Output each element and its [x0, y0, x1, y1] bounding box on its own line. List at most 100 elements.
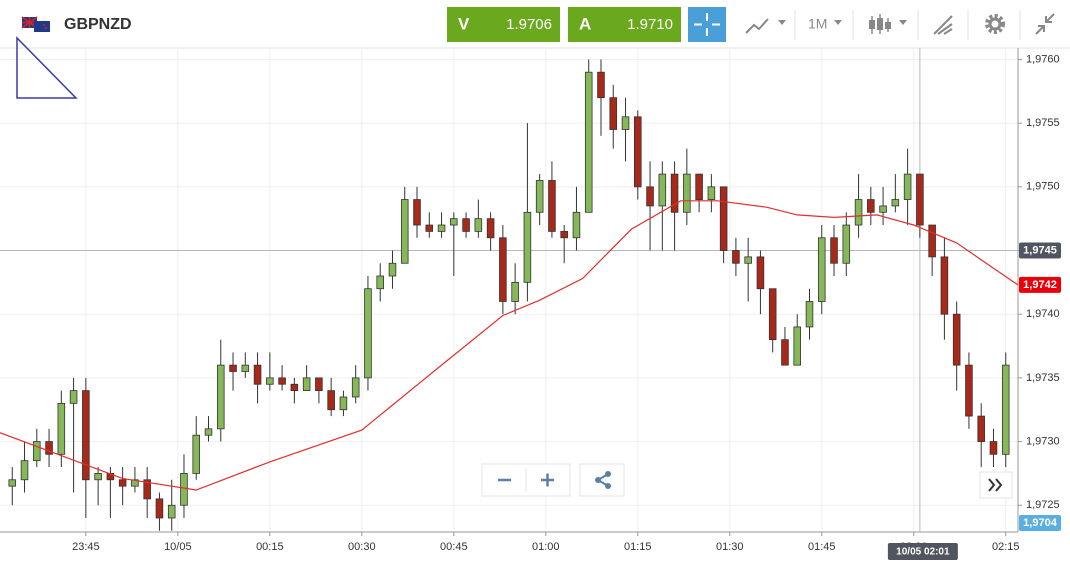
buy-price[interactable]: 1.9710 — [627, 16, 673, 33]
collapse-button[interactable] — [1035, 13, 1055, 35]
candle-body — [597, 71, 605, 99]
candle-body — [634, 116, 642, 188]
candle-body — [462, 218, 470, 232]
crosshair-button-bg[interactable] — [688, 7, 726, 42]
crosshair-button[interactable] — [688, 7, 726, 42]
candle-body — [744, 256, 752, 264]
dropdown-arrow[interactable] — [834, 20, 842, 25]
candle-body — [450, 218, 458, 226]
candle-body — [891, 199, 900, 207]
settings-button[interactable] — [985, 14, 1005, 34]
buy-button-bg[interactable] — [568, 7, 681, 42]
buy-label[interactable]: A — [579, 14, 591, 33]
zoom-in[interactable] — [541, 473, 554, 487]
header: GBPNZD V 1.9706 A 1.9710 1M — [0, 7, 1070, 49]
y-tick-label: 1,9735 — [1026, 372, 1060, 384]
candle-body — [695, 173, 703, 200]
candle-body — [928, 224, 936, 258]
sell-button[interactable]: V 1.9706 — [447, 7, 560, 42]
x-tick-label: 01:00 — [532, 541, 560, 553]
collapse-icon[interactable] — [1035, 13, 1055, 35]
candle-body — [474, 218, 483, 232]
candle-body — [670, 173, 679, 213]
crosshair-icon[interactable] — [694, 13, 720, 36]
flag-icon — [21, 16, 50, 32]
candle-body — [33, 441, 41, 462]
candles-icon[interactable] — [869, 20, 875, 29]
candle-body — [523, 211, 532, 283]
candle-body — [351, 377, 360, 398]
candle-body — [69, 390, 78, 404]
ma-price-label: 1,9742 — [1023, 279, 1057, 291]
share-icon[interactable] — [605, 483, 611, 489]
timeframe[interactable]: 1M — [808, 16, 827, 32]
crosshair-time-box — [887, 543, 958, 560]
settings-icon[interactable] — [985, 14, 1005, 34]
candle-body — [425, 224, 434, 232]
candles-icon[interactable] — [877, 18, 883, 30]
candle-body — [143, 479, 151, 500]
candle-body — [216, 364, 225, 430]
candle-body — [155, 498, 164, 519]
scroll-right-icon[interactable] — [988, 478, 1003, 492]
candle-body — [548, 180, 556, 232]
candle-body — [989, 441, 998, 455]
sell-label[interactable]: V — [458, 14, 470, 33]
share-box[interactable] — [579, 463, 625, 497]
candle-body — [253, 364, 262, 385]
x-tick-label: 01:15 — [624, 541, 652, 553]
candles-button[interactable] — [869, 14, 907, 34]
flag-star — [45, 27, 47, 29]
candle-body — [584, 71, 593, 213]
scroll-right-box[interactable] — [979, 471, 1013, 499]
candle-body — [339, 396, 348, 411]
scroll-right-button[interactable] — [979, 471, 1013, 499]
bid-price-label-box — [1019, 515, 1061, 531]
flag-nz — [34, 21, 50, 32]
candles-icon[interactable] — [885, 22, 891, 29]
settings-icon[interactable] — [988, 17, 1002, 31]
sell-button-bg[interactable] — [447, 7, 560, 42]
candle-body — [879, 205, 887, 213]
x-tick-label: 00:30 — [348, 541, 376, 553]
y-tick-label: 1,9760 — [1026, 53, 1060, 65]
crosshair-time-label: 10/05 02:01 — [896, 547, 950, 558]
crosshair-price-label-box — [1019, 242, 1061, 259]
draw-icon[interactable] — [933, 15, 953, 35]
ma-price-label-box — [1019, 276, 1061, 293]
candle-body — [315, 377, 323, 392]
drawn-triangle[interactable] — [16, 36, 78, 99]
candle-body — [805, 301, 814, 328]
candle-body — [94, 473, 102, 481]
candle-body — [719, 186, 728, 251]
share-icon[interactable] — [595, 477, 601, 483]
y-tick-label: 1,9725 — [1026, 499, 1060, 511]
draw-button[interactable] — [933, 15, 953, 35]
candle-body — [560, 231, 568, 239]
candle-body — [486, 218, 495, 239]
candle-body — [646, 186, 654, 207]
candle-body — [903, 173, 912, 200]
x-tick-label: 01:45 — [808, 541, 836, 553]
buy-button[interactable]: A 1.9710 — [568, 7, 681, 42]
chart-type-icon[interactable] — [745, 18, 769, 34]
dropdown-arrow[interactable] — [778, 20, 786, 25]
candle-body — [8, 479, 17, 487]
share-icon[interactable] — [605, 471, 611, 477]
candle-body — [952, 313, 961, 366]
candle-body — [278, 377, 286, 385]
chart-type-button[interactable] — [745, 18, 786, 34]
dropdown-arrow[interactable] — [899, 20, 907, 25]
sell-price[interactable]: 1.9706 — [506, 16, 552, 33]
candle-body — [57, 402, 66, 455]
candle-body — [511, 281, 519, 302]
candle-body — [854, 199, 863, 226]
zoom-controls[interactable] — [481, 463, 625, 497]
candle-body — [229, 364, 237, 372]
candle-body — [241, 364, 250, 372]
candle-body — [830, 237, 838, 264]
x-tick-label: 10/05 — [164, 541, 192, 553]
candle-body — [621, 116, 630, 130]
timeframe-button[interactable]: 1M — [808, 16, 842, 32]
